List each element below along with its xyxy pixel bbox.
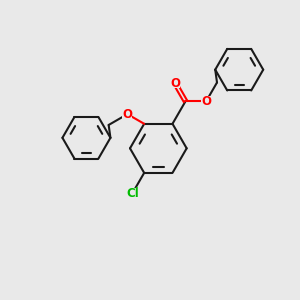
Text: Cl: Cl	[126, 187, 139, 200]
Text: O: O	[170, 77, 180, 90]
Bar	[170, 78, 180, 88]
Text: O: O	[122, 108, 132, 121]
Text: O: O	[201, 95, 211, 108]
Bar	[201, 96, 211, 106]
Bar	[122, 109, 132, 119]
Bar	[122, 188, 142, 198]
